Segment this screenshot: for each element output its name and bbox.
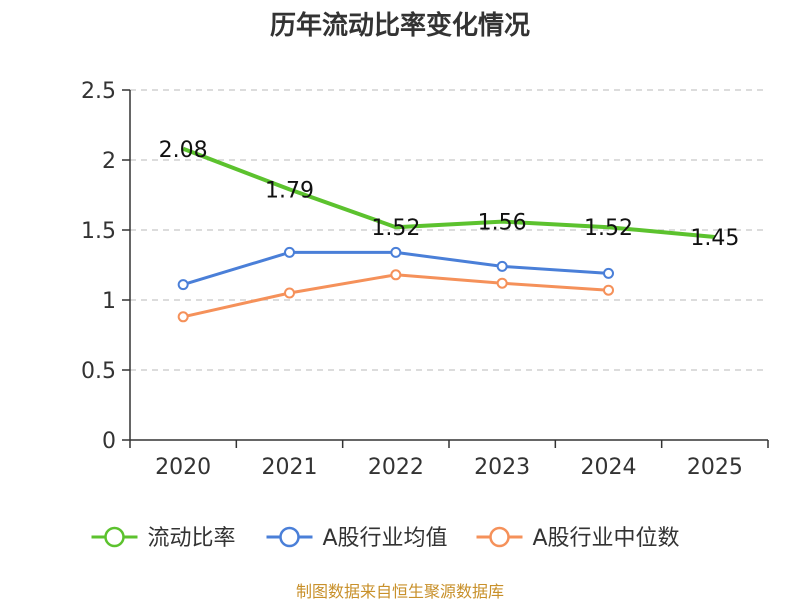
series-point — [496, 260, 508, 272]
x-tick-label: 2021 — [262, 455, 318, 480]
grid-lines — [130, 89, 768, 371]
y-tick-label: 2.5 — [81, 79, 116, 104]
x-tick-label: 2023 — [474, 455, 530, 480]
legend-label: 流动比率 — [148, 526, 236, 551]
x-tick-label: 2025 — [687, 455, 743, 480]
series-point — [603, 267, 614, 279]
series-line-2 — [182, 273, 609, 319]
y-tick-label: 0 — [102, 429, 116, 454]
legend-label: A股行业中位数 — [533, 526, 680, 551]
data-label: 2.08 — [159, 138, 208, 163]
legend-marker — [104, 526, 125, 548]
legend-marker — [279, 526, 300, 548]
legend-label: A股行业均值 — [323, 526, 448, 551]
legend-item: A股行业中位数 — [476, 526, 680, 551]
x-tick-label: 2020 — [155, 455, 211, 480]
y-tick-label: 0.5 — [81, 359, 116, 384]
series-line-0 — [182, 146, 715, 239]
series-point — [177, 311, 189, 323]
series-point — [603, 284, 614, 296]
series-point — [496, 277, 508, 289]
series-lines — [177, 146, 715, 323]
legend-marker — [489, 526, 510, 548]
data-label: 1.79 — [265, 178, 314, 203]
legend: 流动比率 A股行业均值 A股行业中位数 — [91, 526, 680, 551]
series-point — [284, 246, 295, 258]
chart-title: 历年流动比率变化情况 — [270, 10, 530, 41]
x-tick-label: 2022 — [368, 455, 424, 480]
y-tick-label: 1.5 — [81, 219, 116, 244]
data-label: 1.52 — [584, 216, 633, 241]
series-point — [284, 287, 295, 299]
x-tick-label: 2024 — [581, 455, 637, 480]
source-note: 制图数据来自恒生聚源数据库 — [296, 582, 504, 600]
y-tick-label: 1 — [102, 289, 116, 314]
legend-item: A股行业均值 — [266, 526, 448, 551]
series-point — [390, 246, 402, 258]
legend-item: 流动比率 — [91, 526, 236, 551]
data-label: 1.56 — [478, 211, 527, 236]
y-tick-label: 2 — [102, 149, 116, 174]
data-labels: 2.08 1.79 1.52 1.56 1.52 1.45 — [159, 138, 740, 251]
series-point — [390, 269, 402, 281]
series-point — [177, 279, 189, 291]
data-label: 1.52 — [371, 216, 420, 241]
data-label: 1.45 — [690, 226, 739, 251]
